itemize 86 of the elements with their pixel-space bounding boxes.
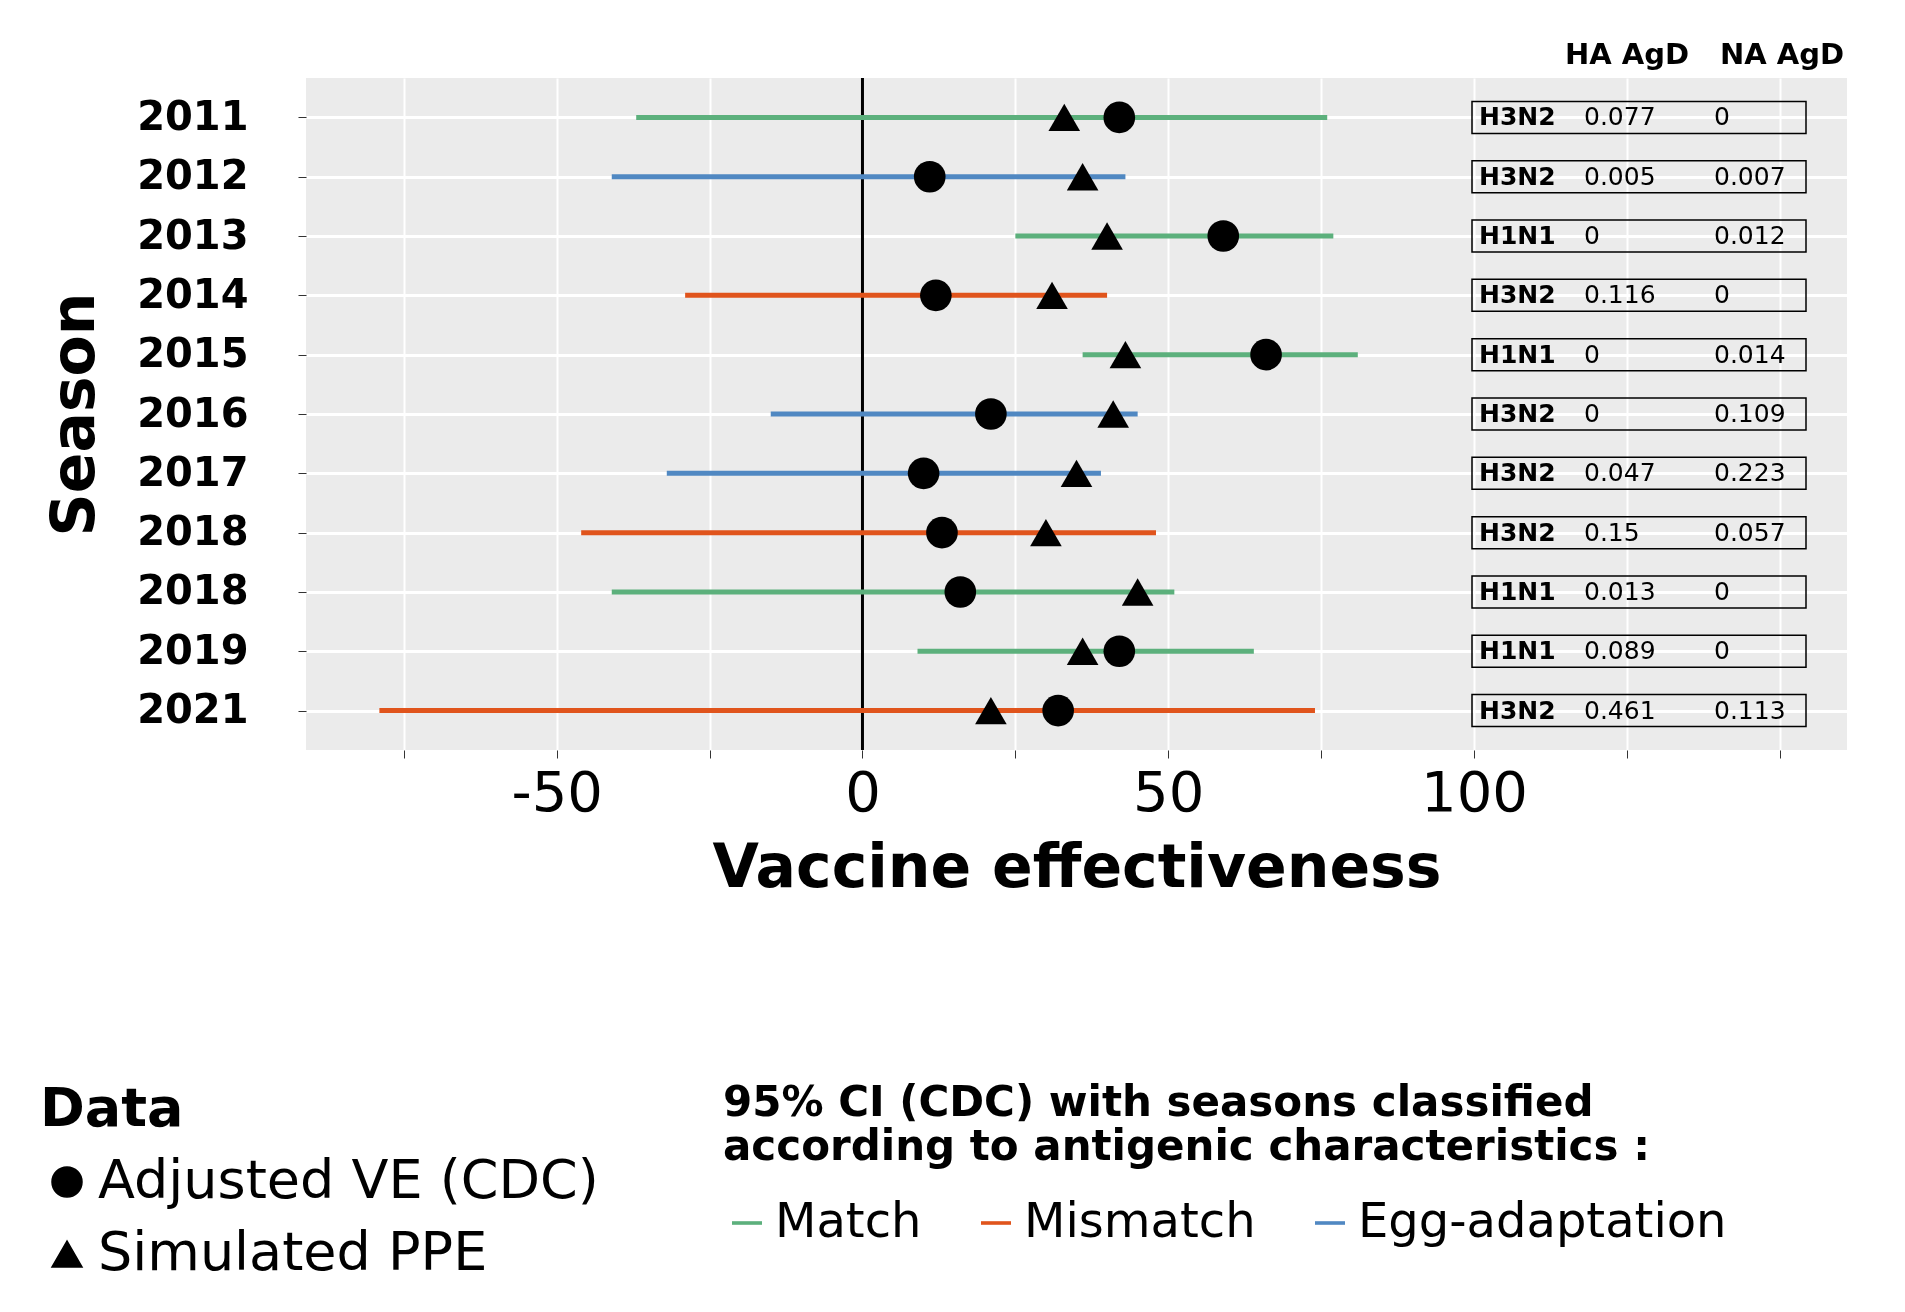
point: [1030, 518, 1062, 547]
annotation: 0.15: [1584, 517, 1640, 547]
y-tick-label: 2018: [137, 567, 249, 614]
annotation: 0.109: [1714, 399, 1786, 428]
annotation: 0: [1714, 576, 1730, 606]
legend-label: Adjusted VE (CDC): [98, 1148, 599, 1211]
bar: [581, 530, 1156, 536]
annotation: H1N1: [1479, 636, 1556, 666]
annotation: 0.005: [1584, 161, 1656, 191]
point: [1097, 400, 1129, 428]
annotation: 0.116: [1584, 280, 1656, 310]
point: [926, 516, 958, 549]
annotation: 0: [1584, 339, 1600, 369]
x-tick-label: -50: [511, 758, 603, 824]
bar: [611, 174, 1126, 180]
y-tick-label: 2014: [137, 270, 249, 317]
point: [1109, 340, 1142, 369]
annotation: 0.223: [1714, 458, 1786, 488]
point: [975, 398, 1007, 430]
annotation: 0.007: [1714, 161, 1786, 191]
bar: [379, 708, 1315, 714]
point: [907, 457, 940, 490]
point: [1042, 694, 1074, 727]
annotation: 0.014: [1714, 339, 1786, 369]
legend-label: Egg-adaptation: [1358, 1192, 1727, 1248]
point: [1121, 578, 1154, 606]
y-tick-label: 2017: [137, 448, 249, 495]
point: [920, 279, 952, 312]
text: HA AgD: [1564, 37, 1690, 71]
point: [1060, 459, 1093, 488]
annotation: 0: [1584, 221, 1600, 251]
annotation: H3N2: [1479, 517, 1556, 547]
point: [1091, 222, 1123, 250]
annotation: H1N1: [1479, 221, 1556, 251]
x-tick-label: 0: [845, 758, 881, 824]
point: [1250, 338, 1282, 371]
annotation: H1N1: [1479, 576, 1556, 606]
y-tick-label: 2015: [137, 330, 249, 377]
annotation: H3N2: [1479, 399, 1556, 428]
point: [1066, 163, 1099, 191]
y-tick-label: 2016: [137, 389, 249, 436]
point: [1103, 635, 1136, 668]
legend-label: Mismatch: [1024, 1192, 1256, 1248]
y-tick-label: 2011: [137, 92, 249, 139]
text: Data: [40, 1076, 184, 1139]
annotation: 0.012: [1714, 221, 1786, 251]
text: 95% CI (CDC) with seasons classified according to antigenic characteristics :: [723, 1077, 1650, 1170]
annotation: H3N2: [1479, 458, 1556, 488]
point: [1207, 220, 1240, 252]
y-axis-title: Season: [38, 292, 109, 537]
annotation: H1N1: [1479, 339, 1556, 369]
point: [1048, 103, 1081, 132]
y-tick-label: 2018: [137, 508, 249, 555]
bar: [611, 589, 1175, 595]
y-tick-label: 2013: [137, 211, 249, 258]
point: [1036, 281, 1068, 310]
y-tick-label: 2021: [137, 686, 249, 733]
legend-label: Simulated PPE: [98, 1220, 488, 1283]
x-axis-title: Vaccine effectiveness: [712, 830, 1442, 901]
point: [1066, 637, 1099, 665]
annotation: H3N2: [1479, 695, 1556, 725]
x-tick-label: 100: [1421, 758, 1528, 824]
text: NA AgD: [1719, 37, 1845, 71]
point: [975, 696, 1007, 725]
annotation: 0: [1714, 102, 1730, 132]
annotation: 0.057: [1714, 517, 1786, 547]
annotation: 0.461: [1584, 695, 1656, 725]
annotation: 0.113: [1714, 695, 1786, 725]
annotation: 0: [1714, 280, 1730, 310]
annotation: 0.077: [1584, 102, 1656, 132]
annotation: H3N2: [1479, 161, 1556, 191]
legend-label: Match: [775, 1192, 922, 1248]
y-tick-label: 2019: [137, 626, 249, 673]
y-tick-label: 2012: [137, 152, 249, 199]
point: [913, 160, 946, 193]
annotation: H3N2: [1479, 280, 1556, 310]
point: [1103, 101, 1136, 134]
bar: [636, 114, 1328, 120]
annotation: H3N2: [1479, 102, 1556, 132]
annotation: 0: [1714, 636, 1730, 666]
annotation: 0.089: [1584, 636, 1656, 666]
x-tick-label: 50: [1133, 758, 1205, 824]
annotation: 0.047: [1584, 458, 1656, 488]
point: [944, 576, 977, 608]
annotation: 0: [1584, 399, 1600, 428]
annotation: 0.013: [1584, 576, 1656, 606]
